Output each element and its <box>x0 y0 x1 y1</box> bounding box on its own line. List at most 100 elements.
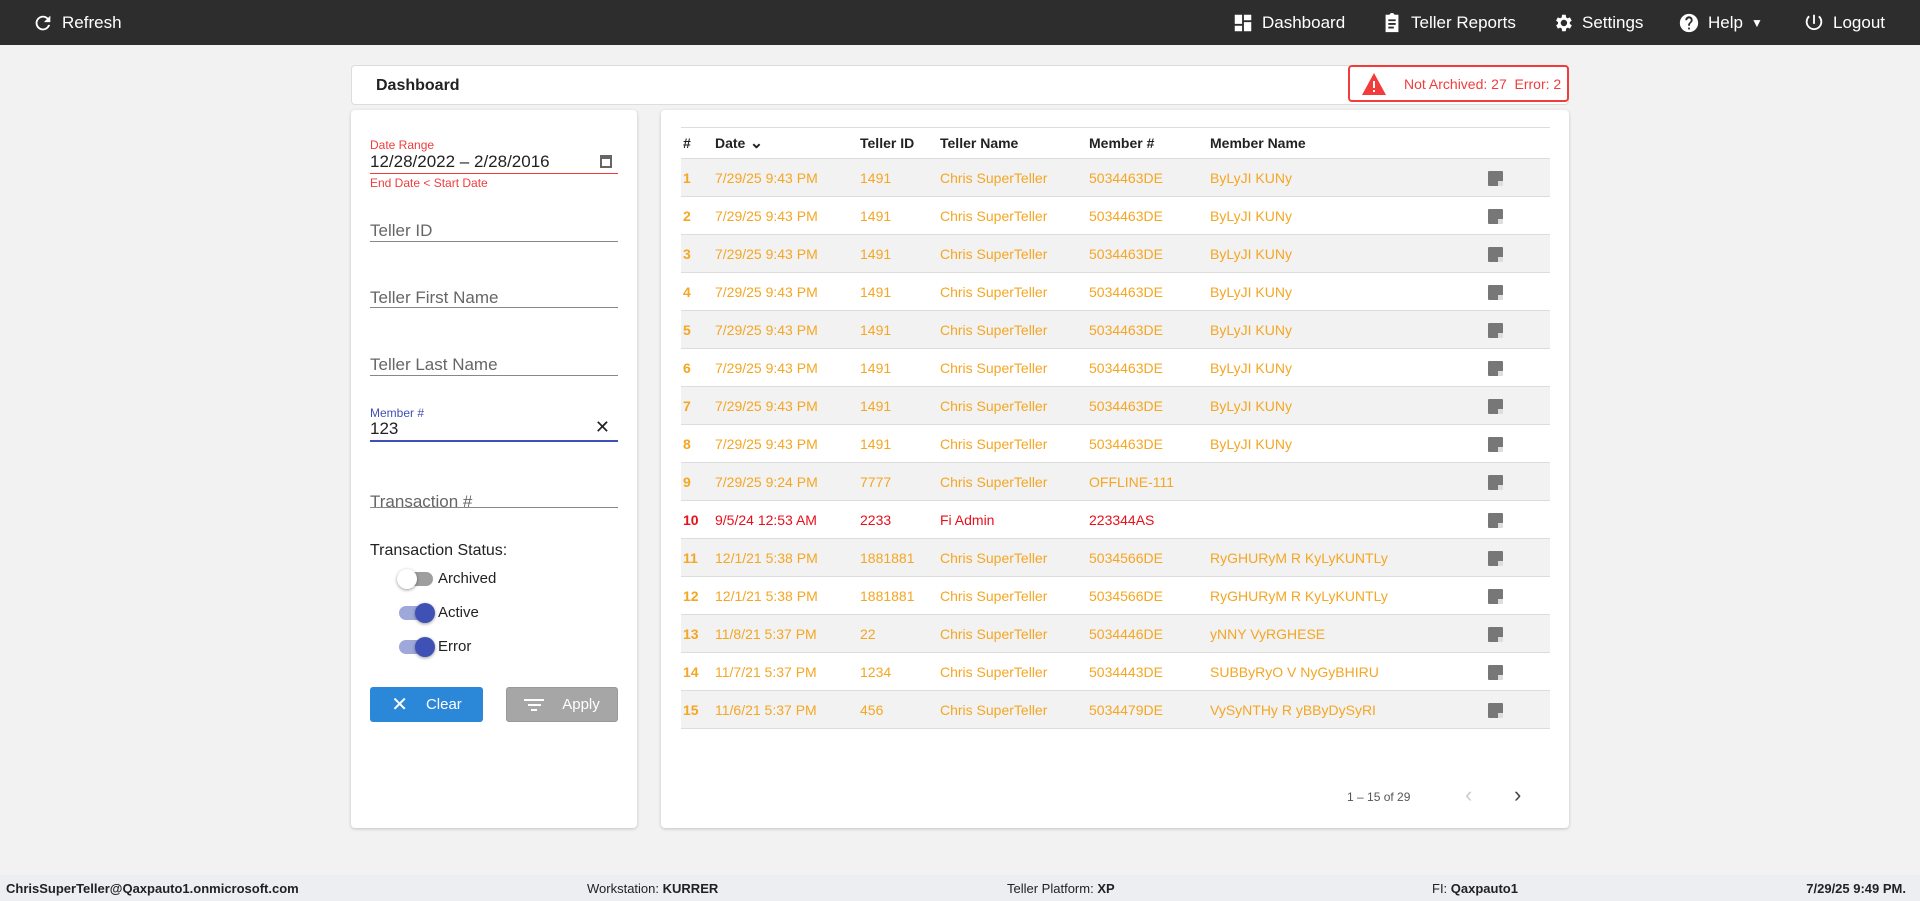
table-row[interactable]: 7 7/29/25 9:43 PM 1491 Chris SuperTeller 503… <box>681 387 1550 425</box>
table-row[interactable]: 8 7/29/25 9:43 PM 1491 Chris SuperTeller 503… <box>681 425 1550 463</box>
col-teller-name: Chris SuperTeller <box>940 663 1048 680</box>
nav-dashboard[interactable]: Dashboard <box>1232 0 1345 45</box>
nav-help[interactable]: Help ▼ <box>1678 0 1763 45</box>
note-icon[interactable] <box>1488 589 1503 604</box>
note-icon[interactable] <box>1488 437 1503 452</box>
transactions-panel: # Date ⌄ Teller ID Teller Name Member # Membe… <box>661 110 1569 828</box>
date-range-error: End Date < Start Date <box>370 176 488 190</box>
col-member-name: ByLyJI KUNy <box>1210 359 1292 376</box>
table-row[interactable]: 14 11/7/21 5:37 PM 1234 Chris SuperTeller 50… <box>681 653 1550 691</box>
table-row[interactable]: 4 7/29/25 9:43 PM 1491 Chris SuperTeller 503… <box>681 273 1550 311</box>
table-row[interactable]: 10 9/5/24 12:53 AM 2233 Fi Admin 223344AS <box>681 501 1550 539</box>
refresh-button[interactable]: Refresh <box>32 0 122 45</box>
col-member-number: 5034463DE <box>1089 169 1163 186</box>
transaction-number-field[interactable]: Transaction # <box>370 482 618 511</box>
col-member-number: OFFLINE-111 <box>1089 473 1175 490</box>
logout-button[interactable]: Logout <box>1803 0 1885 45</box>
table-row[interactable]: 6 7/29/25 9:43 PM 1491 Chris SuperTeller 503… <box>681 349 1550 387</box>
teller-last-name-placeholder: Teller Last Name <box>370 355 498 374</box>
logout-label: Logout <box>1833 12 1885 32</box>
col-member-name: ByLyJI KUNy <box>1210 207 1292 224</box>
table-row[interactable]: 12 12/1/21 5:38 PM 1881881 Chris SuperTelle… <box>681 577 1550 615</box>
col-teller-id: 1491 <box>860 245 892 262</box>
col-date: 9/5/24 12:53 AM <box>715 511 817 528</box>
col-index: 6 <box>683 359 691 376</box>
col-member-name: SUBByRyO V NyGyBHIRU <box>1210 663 1379 680</box>
note-icon[interactable] <box>1488 551 1503 566</box>
help-icon <box>1679 13 1699 32</box>
toggle-active[interactable]: Active <box>399 602 479 623</box>
col-teller-id: 22 <box>860 625 876 642</box>
col-index: 8 <box>683 435 691 452</box>
note-icon[interactable] <box>1488 627 1503 642</box>
status-alert[interactable]: Not Archived: 27 Error: 2 <box>1348 65 1569 102</box>
note-icon[interactable] <box>1488 399 1503 414</box>
note-icon[interactable] <box>1488 323 1503 338</box>
teller-id-field[interactable]: Teller ID <box>370 215 618 243</box>
teller-first-name-field[interactable]: Teller First Name <box>370 282 618 310</box>
nav-teller-reports[interactable]: Teller Reports <box>1381 0 1516 45</box>
toggle-archived[interactable]: Archived <box>397 568 496 589</box>
table-row[interactable]: 13 11/8/21 5:37 PM 22 Chris SuperTeller 5034… <box>681 615 1550 653</box>
header-col-member-number: Member # <box>1089 135 1155 151</box>
header-col-date[interactable]: Date ⌄ <box>715 133 763 153</box>
clear-button[interactable]: ✕ Clear <box>370 687 483 722</box>
col-member-number: 5034463DE <box>1089 359 1163 376</box>
col-teller-name: Chris SuperTeller <box>940 245 1048 262</box>
toggle-switch[interactable] <box>399 636 435 657</box>
toggle-label: Error <box>438 638 472 655</box>
note-icon[interactable] <box>1488 665 1503 680</box>
col-teller-id: 1491 <box>860 435 892 452</box>
note-icon[interactable] <box>1488 475 1503 490</box>
table-row[interactable]: 11 12/1/21 5:38 PM 1881881 Chris SuperTelle… <box>681 539 1550 577</box>
transaction-number-placeholder: Transaction # <box>370 492 473 511</box>
date-range-value[interactable]: 12/28/2022 – 2/28/2016 <box>370 152 550 171</box>
col-teller-id: 1491 <box>860 397 892 414</box>
next-page-button[interactable]: › <box>1514 782 1522 807</box>
note-icon[interactable] <box>1488 209 1503 224</box>
table-row[interactable]: 1 7/29/25 9:43 PM 1491 Chris SuperTeller 503… <box>681 159 1550 197</box>
col-member-number: 223344AS <box>1089 511 1155 528</box>
workstation-label: Workstation: <box>587 881 660 896</box>
col-index: 4 <box>683 283 691 300</box>
col-index: 15 <box>683 701 699 718</box>
col-member-name: ByLyJI KUNy <box>1210 435 1292 452</box>
member-number-field[interactable]: Member # 123 ✕ <box>370 404 618 444</box>
col-index: 1 <box>683 169 691 186</box>
table-row[interactable]: 5 7/29/25 9:43 PM 1491 Chris SuperTeller 503… <box>681 311 1550 349</box>
col-teller-name: Fi Admin <box>940 511 995 528</box>
toggle-error[interactable]: Error <box>399 636 472 657</box>
prev-page-button[interactable]: ‹ <box>1465 782 1473 807</box>
col-member-name: ByLyJI KUNy <box>1210 169 1292 186</box>
header-col-member-name: Member Name <box>1210 135 1306 151</box>
col-teller-name: Chris SuperTeller <box>940 587 1048 604</box>
member-number-value[interactable]: 123 <box>370 419 399 438</box>
col-teller-id: 1491 <box>860 321 892 338</box>
table-row[interactable]: 3 7/29/25 9:43 PM 1491 Chris SuperTeller 503… <box>681 235 1550 273</box>
col-member-number: 5034443DE <box>1089 663 1163 680</box>
note-icon[interactable] <box>1488 285 1503 300</box>
nav-settings[interactable]: Settings <box>1552 0 1643 45</box>
clear-input-icon[interactable]: ✕ <box>594 417 610 437</box>
status-footer: ChrisSuperTeller@Qaxpauto1.onmicrosoft.c… <box>0 875 1920 901</box>
apply-button[interactable]: Apply <box>506 687 618 722</box>
toggle-switch[interactable] <box>397 568 433 589</box>
teller-last-name-field[interactable]: Teller Last Name <box>370 349 618 377</box>
table-row[interactable]: 2 7/29/25 9:43 PM 1491 Chris SuperTeller 503… <box>681 197 1550 235</box>
note-icon[interactable] <box>1488 513 1503 528</box>
toggle-switch[interactable] <box>399 602 435 623</box>
note-icon[interactable] <box>1488 703 1503 718</box>
note-icon[interactable] <box>1488 171 1503 186</box>
filter-panel: Date Range 12/28/2022 – 2/28/2016 End Da… <box>351 110 637 828</box>
table-row[interactable]: 15 11/6/21 5:37 PM 456 Chris SuperTeller 503… <box>681 691 1550 729</box>
col-date: 11/6/21 5:37 PM <box>715 701 817 718</box>
table-row[interactable]: 9 7/29/25 9:24 PM 7777 Chris SuperTeller OFF… <box>681 463 1550 501</box>
calendar-icon[interactable] <box>600 155 612 168</box>
date-range-field[interactable]: Date Range 12/28/2022 – 2/28/2016 <box>370 138 618 183</box>
date-header-label: Date <box>715 135 746 151</box>
note-icon[interactable] <box>1488 247 1503 262</box>
chevron-down-icon: ▼ <box>1750 15 1763 30</box>
note-icon[interactable] <box>1488 361 1503 376</box>
gear-icon <box>1556 14 1572 31</box>
col-index: 11 <box>683 549 698 566</box>
